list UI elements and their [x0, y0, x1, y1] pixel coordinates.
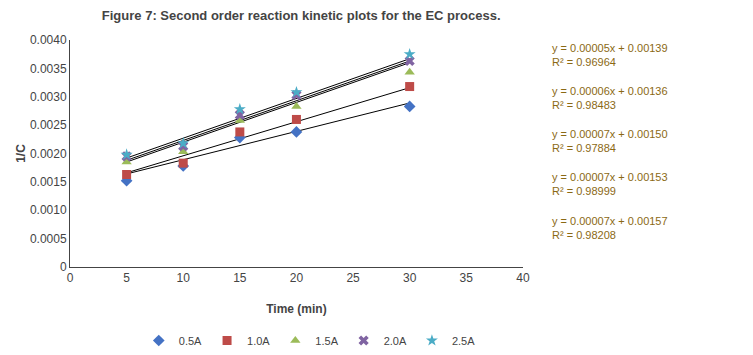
svg-text:0.0020: 0.0020 — [30, 147, 67, 161]
svg-text:15: 15 — [233, 271, 247, 285]
svg-text:y = 0.00006x + 0.00136R² = 0.9: y = 0.00006x + 0.00136R² = 0.98483 — [552, 85, 668, 111]
svg-text:0.0035: 0.0035 — [30, 62, 67, 76]
svg-text:0.0015: 0.0015 — [30, 175, 67, 189]
svg-text:0.0010: 0.0010 — [30, 203, 67, 217]
svg-text:0: 0 — [60, 260, 67, 274]
svg-text:1.0A: 1.0A — [247, 335, 270, 347]
svg-text:35: 35 — [460, 271, 474, 285]
svg-text:0.0040: 0.0040 — [30, 33, 67, 47]
svg-text:0: 0 — [67, 271, 74, 285]
svg-text:0.0025: 0.0025 — [30, 118, 67, 132]
svg-text:2.0A: 2.0A — [384, 335, 407, 347]
svg-text:Time (min): Time (min) — [266, 302, 326, 316]
svg-text:25: 25 — [346, 271, 360, 285]
svg-text:1.5A: 1.5A — [315, 335, 338, 347]
svg-text:10: 10 — [177, 271, 191, 285]
svg-text:5: 5 — [123, 271, 130, 285]
svg-text:0.0005: 0.0005 — [30, 232, 67, 246]
svg-text:40: 40 — [516, 271, 530, 285]
svg-text:0.5A: 0.5A — [179, 335, 202, 347]
svg-text:y = 0.00007x + 0.00150R² = 0.9: y = 0.00007x + 0.00150R² = 0.97884 — [552, 128, 668, 154]
svg-text:0.0030: 0.0030 — [30, 90, 67, 104]
svg-text:y = 0.00005x + 0.00139R² = 0.9: y = 0.00005x + 0.00139R² = 0.96964 — [552, 42, 668, 68]
svg-text:y = 0.00007x + 0.00157R² = 0.9: y = 0.00007x + 0.00157R² = 0.98208 — [552, 215, 668, 241]
svg-text:y = 0.00007x + 0.00153R² = 0.9: y = 0.00007x + 0.00153R² = 0.98999 — [552, 171, 668, 197]
svg-text:2.5A: 2.5A — [452, 335, 475, 347]
svg-text:1/C: 1/C — [14, 144, 28, 163]
svg-text:30: 30 — [403, 271, 417, 285]
svg-text:20: 20 — [290, 271, 304, 285]
svg-text:Figure 7: Second order reactio: Figure 7: Second order reaction kinetic … — [102, 8, 501, 23]
